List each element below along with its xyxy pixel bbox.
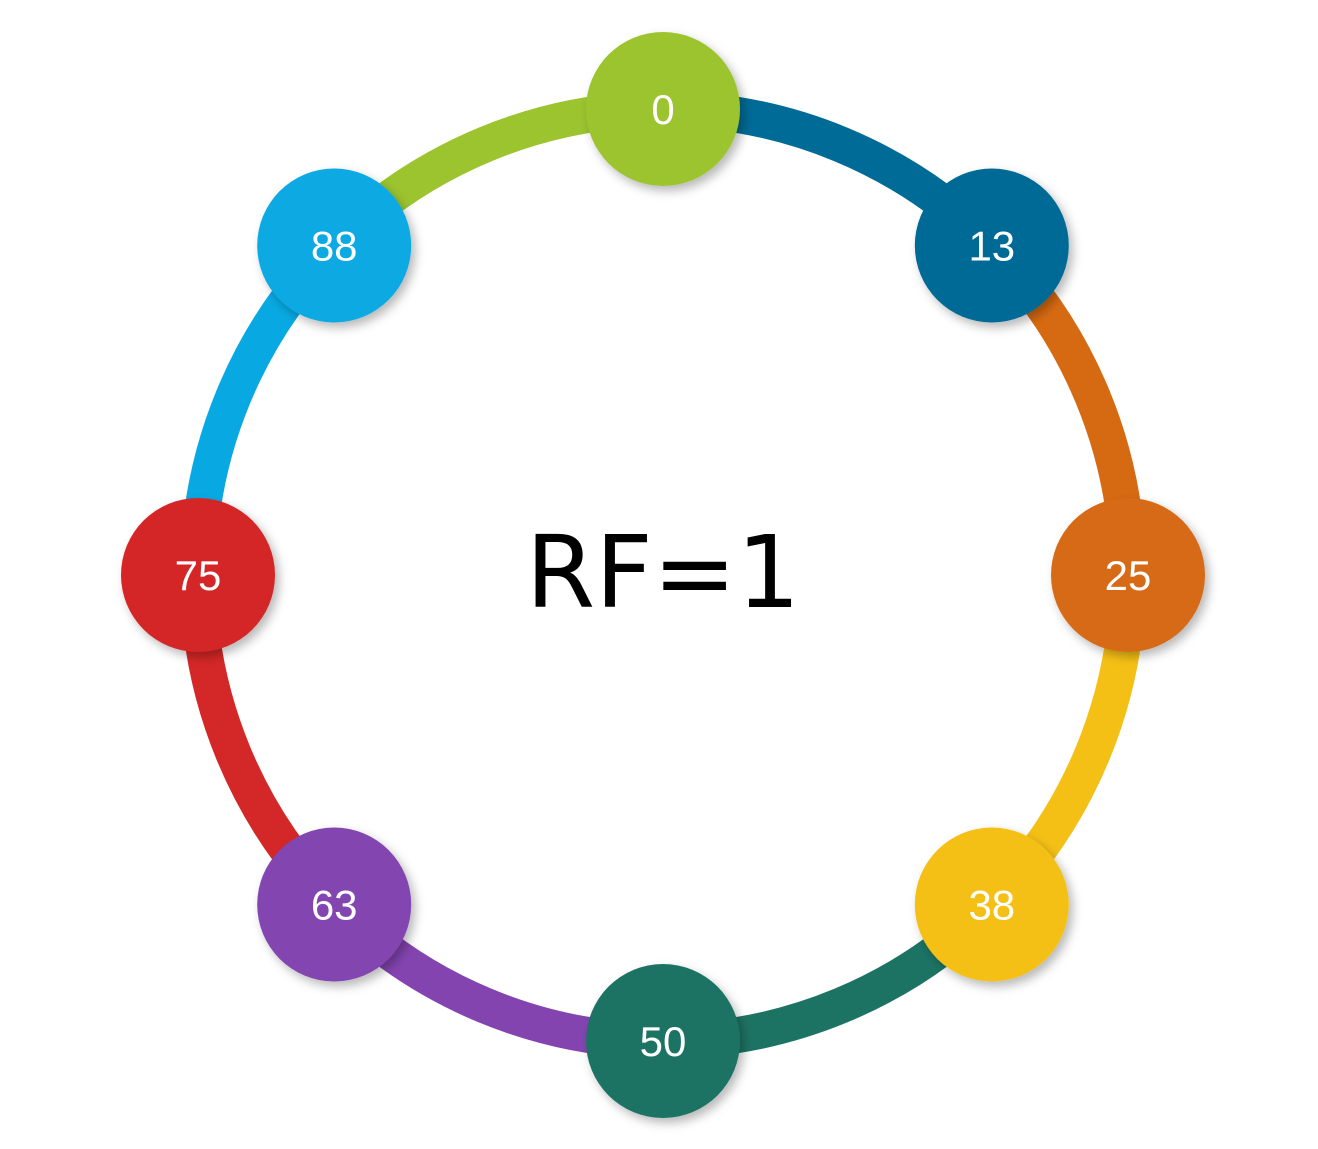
ring-node-25: 25	[1051, 498, 1205, 652]
ring-node-50: 50	[586, 964, 740, 1118]
center-label: RF=1	[526, 514, 800, 631]
ring-node-88: 88	[257, 168, 411, 322]
ring-node-13: 13	[915, 168, 1069, 322]
ring-node-label: 38	[968, 882, 1015, 929]
ring-node-63: 63	[257, 828, 411, 982]
ring-node-label: 25	[1105, 552, 1152, 599]
ring-node-label: 0	[651, 86, 674, 133]
ring-node-75: 75	[121, 498, 275, 652]
ring-node-label: 88	[311, 222, 358, 269]
ring-node-label: 75	[175, 552, 222, 599]
ring-node-label: 13	[968, 222, 1015, 269]
ring-node-0: 0	[586, 32, 740, 186]
ring-node-38: 38	[915, 828, 1069, 982]
ring-node-label: 63	[311, 882, 358, 929]
ring-node-label: 50	[640, 1018, 687, 1065]
